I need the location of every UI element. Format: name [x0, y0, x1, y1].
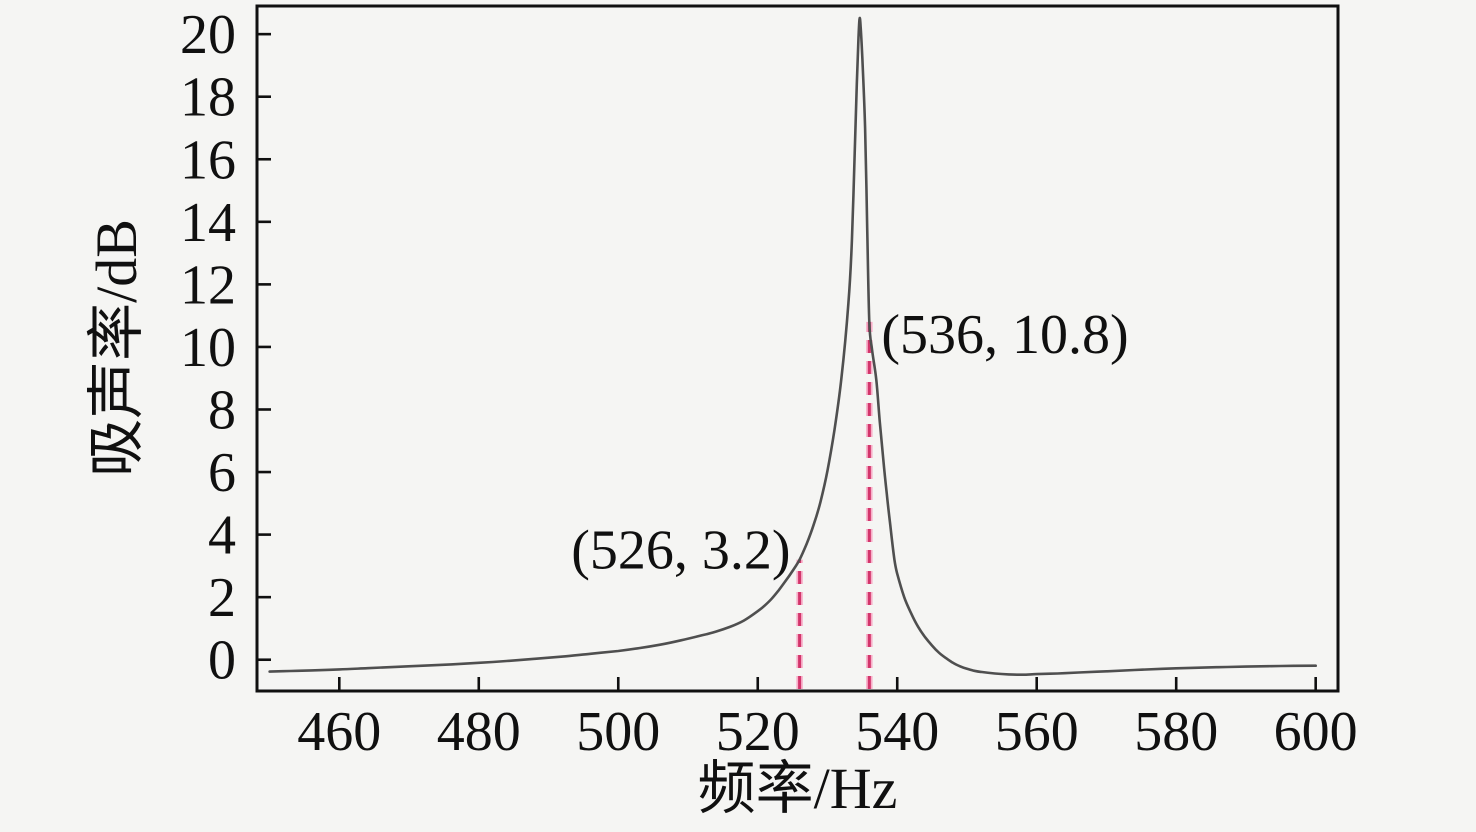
y-tick-label-0: 0 [208, 630, 236, 692]
x-tick-label-560: 560 [995, 701, 1079, 763]
y-tick-label-10: 10 [180, 317, 236, 379]
y-tick-label-20: 20 [180, 4, 236, 66]
annotation-label-536: (536, 10.8) [881, 304, 1128, 366]
x-axis-title: 频率/Hz [698, 756, 898, 821]
y-tick-label-12: 12 [180, 254, 236, 316]
x-tick-label-520: 520 [716, 701, 800, 763]
x-tick-label-600: 600 [1274, 701, 1358, 763]
y-tick-label-18: 18 [180, 67, 236, 129]
y-tick-label-8: 8 [208, 379, 236, 441]
x-tick-label-540: 540 [855, 701, 939, 763]
y-tick-label-2: 2 [208, 567, 236, 629]
x-tick-label-460: 460 [297, 701, 381, 763]
y-tick-label-14: 14 [180, 192, 236, 254]
x-tick-label-500: 500 [576, 701, 660, 763]
plot-frame [255, 4, 1340, 693]
y-tick-label-4: 4 [208, 505, 236, 567]
x-tick-label-480: 480 [437, 701, 521, 763]
y-axis-title: 吸声率/dB [84, 219, 149, 477]
y-tick-label-16: 16 [180, 129, 236, 191]
y-tick-label-6: 6 [208, 442, 236, 504]
sound-absorption-curve [268, 16, 1317, 677]
x-tick-label-580: 580 [1134, 701, 1218, 763]
annotation-label-526: (526, 3.2) [571, 520, 790, 582]
